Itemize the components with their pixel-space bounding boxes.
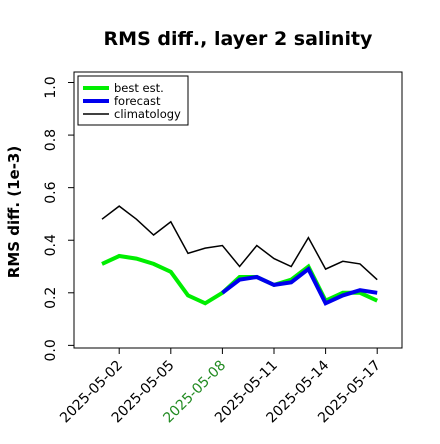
y-tick-label: 0.0 [43, 339, 59, 361]
y-tick-label: 0.2 [43, 287, 59, 309]
series-line-0 [101, 253, 379, 306]
y-tick-label: 0.6 [43, 181, 59, 203]
y-tick-label: 0.8 [43, 129, 59, 151]
chart-title: RMS diff., layer 2 salinity [104, 28, 374, 50]
legend-label: forecast [114, 94, 161, 108]
series-line-1 [221, 266, 378, 306]
y-tick-label: 1.0 [43, 76, 59, 98]
plot-frame [73, 71, 403, 349]
legend-label: best est. [114, 81, 164, 95]
y-axis: 0.0 0.2 0.4 0.6 0.8 1.0 [43, 76, 74, 362]
x-axis: 2025-05-022025-05-052025-05-082025-05-11… [57, 348, 384, 426]
y-tick-label: 0.4 [43, 234, 59, 256]
legend-label: climatology [114, 107, 181, 121]
y-axis-label: RMS diff. (1e-3) [5, 146, 23, 278]
series-line-2 [101, 205, 378, 281]
series-layer [101, 205, 379, 306]
